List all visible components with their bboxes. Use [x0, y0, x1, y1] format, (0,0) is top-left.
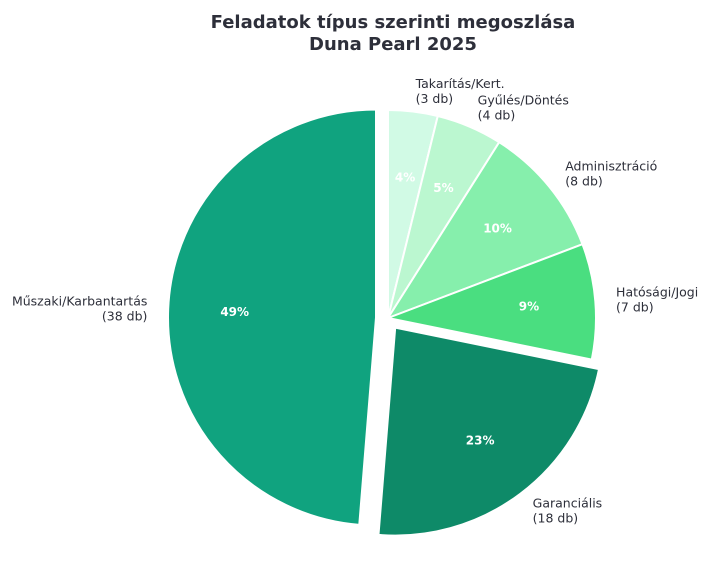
category-label-hatosagi-jogi: Hatósági/Jogi (7 db) [616, 285, 698, 315]
percent-label-garancialis: 23% [466, 434, 495, 448]
category-label-garancialis: Garanciális (18 db) [533, 496, 603, 526]
category-label-adminisztracio: Adminisztráció (8 db) [565, 158, 657, 188]
percent-label-hatosagi-jogi: 9% [519, 300, 539, 314]
percent-label-takaritas-kert: 4% [395, 171, 415, 185]
chart-title-line1: Feladatok típus szerinti megoszlása [211, 12, 576, 33]
percent-label-adminisztracio: 10% [483, 222, 512, 236]
percent-label-muszaki-karbantartas: 49% [220, 305, 249, 319]
category-label-muszaki-karbantartas: Műszaki/Karbantartás (38 db) [12, 293, 147, 323]
pie-slice-muszaki-karbantartas [167, 108, 378, 526]
pie-slice-garancialis [377, 326, 601, 537]
pie-slices [167, 108, 601, 537]
category-label-gyules-dontes: Gyűlés/Döntés (4 db) [478, 93, 569, 123]
category-label-takaritas-kert: Takarítás/Kert. (3 db) [415, 76, 505, 106]
percent-label-gyules-dontes: 5% [433, 181, 453, 195]
pie-slice-adminisztracio [385, 140, 584, 320]
chart-title-line2: Duna Pearl 2025 [309, 34, 477, 55]
percent-labels: 4% 5% 10% 9% 23% 49% [220, 171, 539, 448]
pie-slice-hatosagi-jogi [384, 242, 597, 361]
category-labels: Takarítás/Kert. (3 db) Gyűlés/Döntés (4 db)… [12, 76, 698, 526]
